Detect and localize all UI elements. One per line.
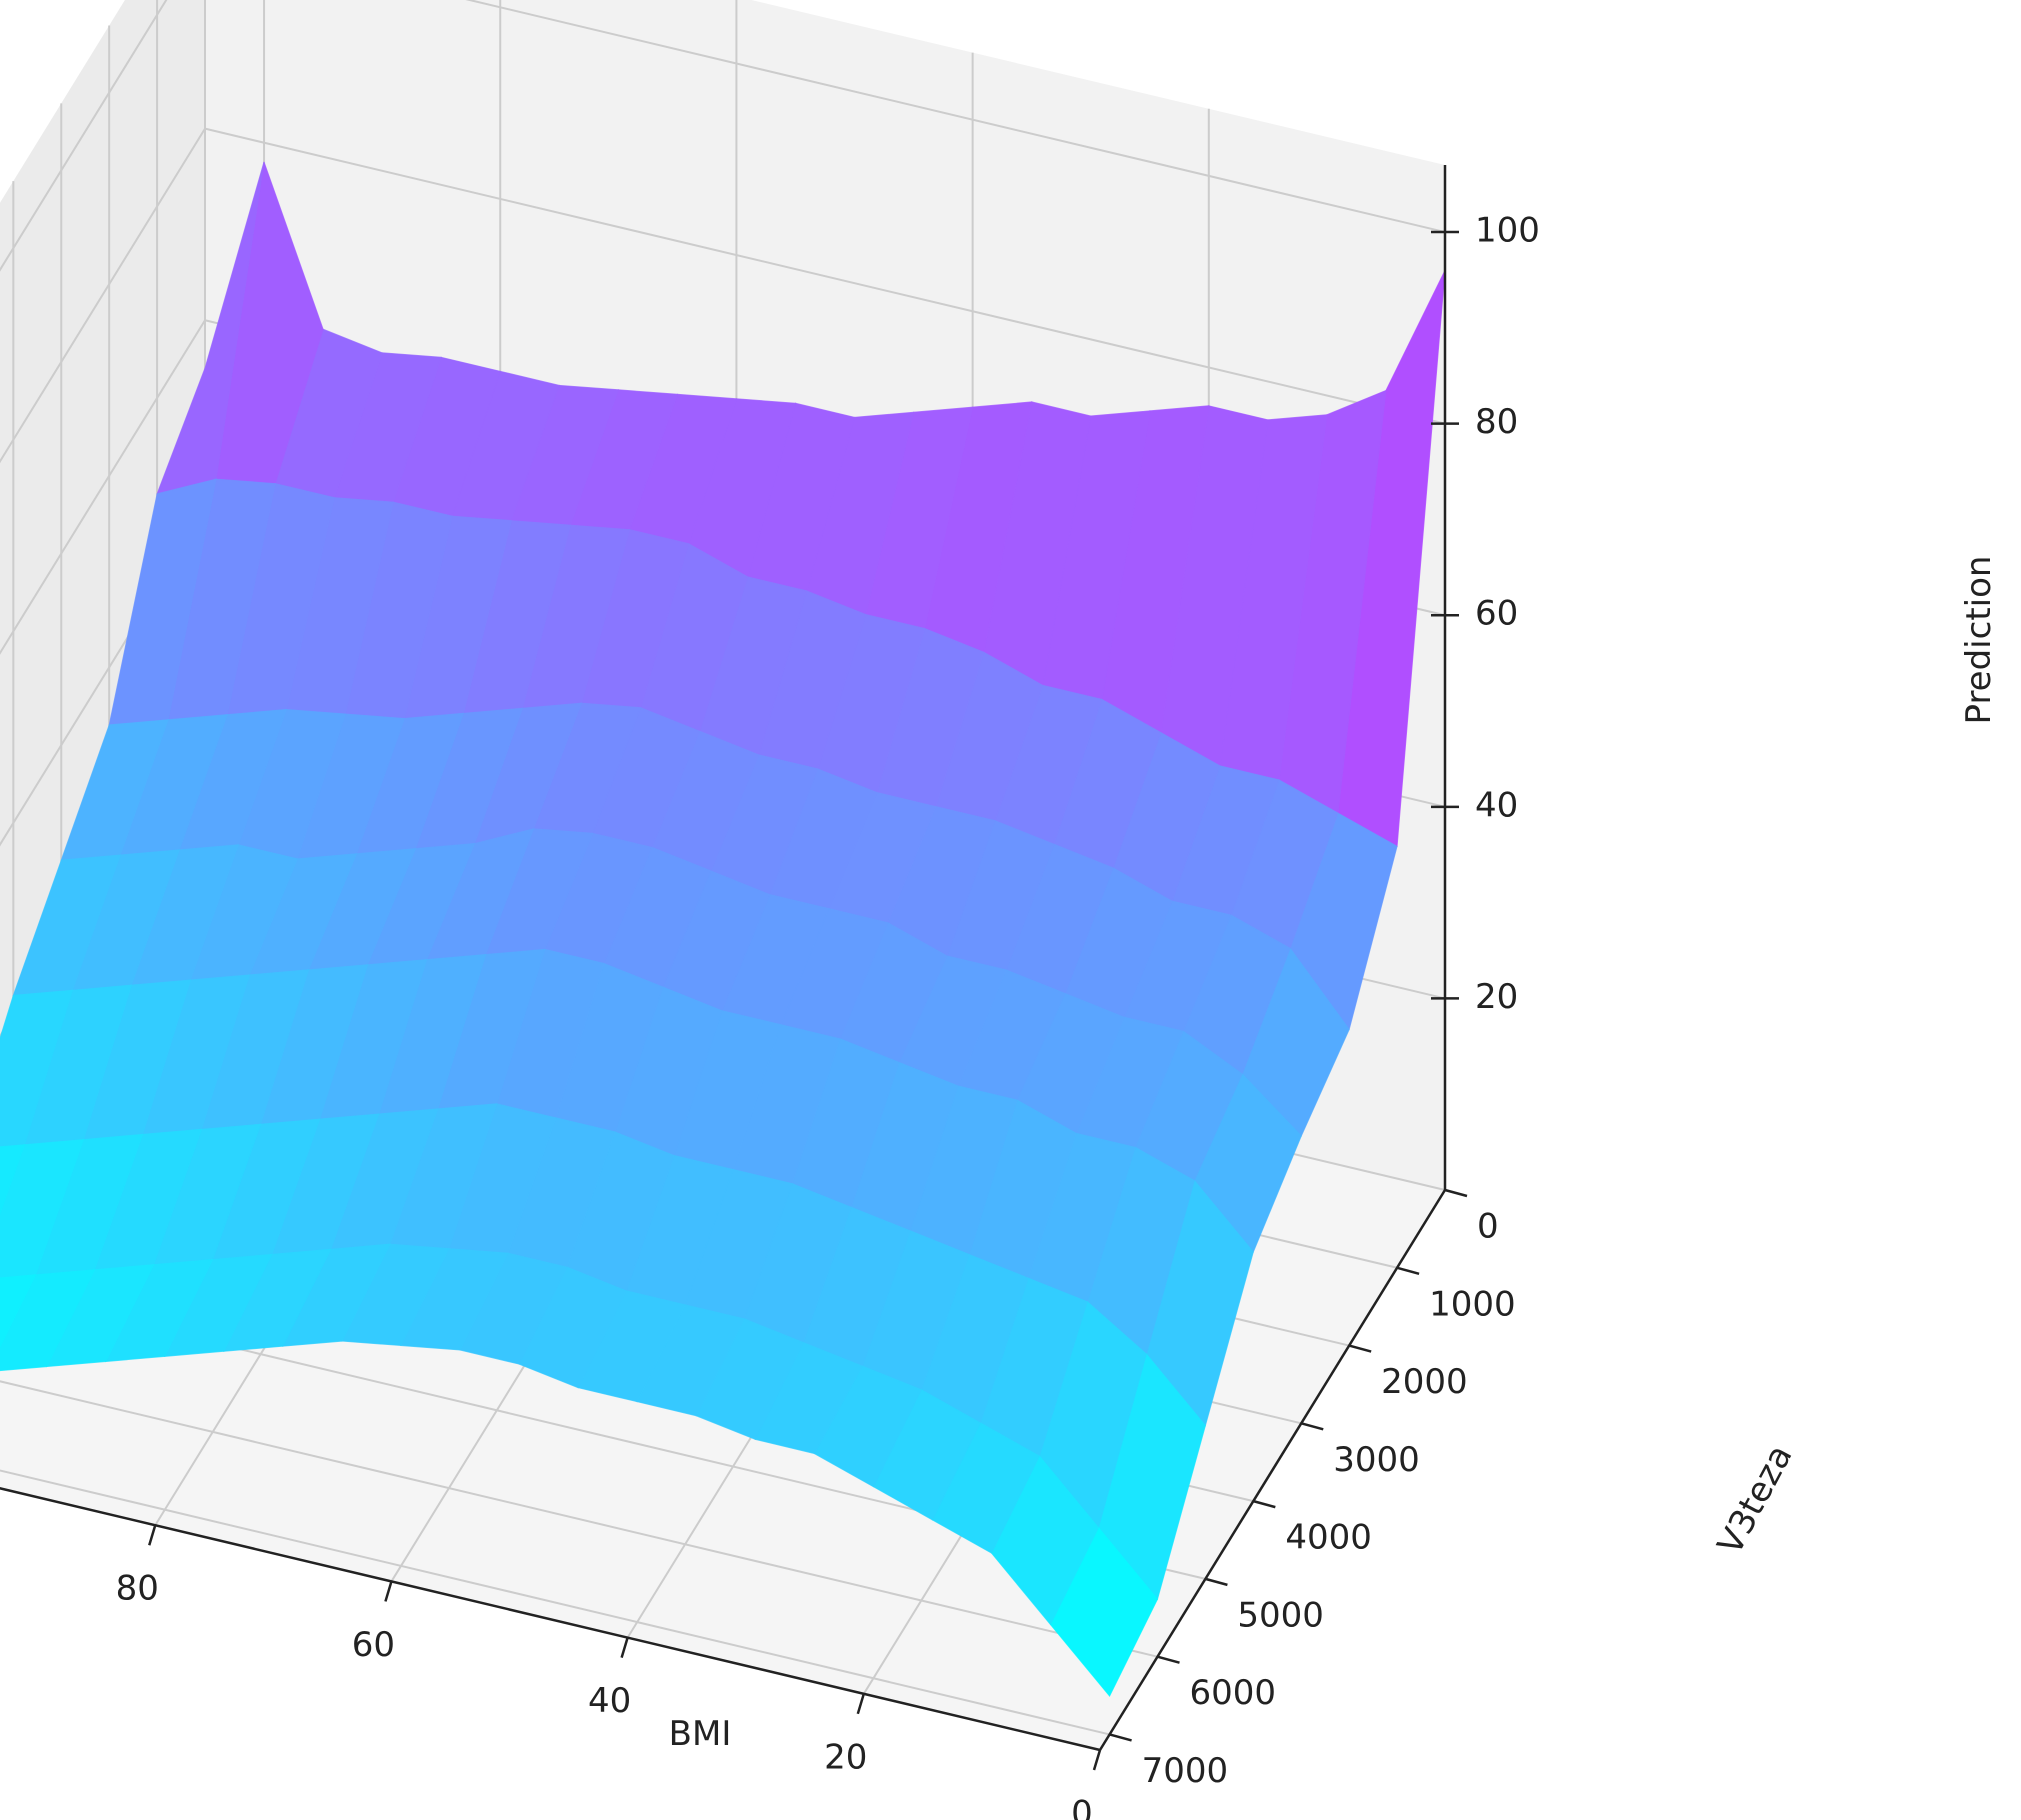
v3teza-tick-mark — [1205, 1577, 1228, 1587]
bmi-tick-label: 80 — [116, 1569, 159, 1609]
v3teza-tick-label: 7000 — [1142, 1751, 1229, 1791]
surface-cell — [0, 1269, 96, 1372]
v3teza-tick-mark — [1444, 1188, 1468, 1198]
v3teza-tick-mark — [1348, 1344, 1372, 1353]
floor-gridline-v3teza — [0, 1380, 1158, 1658]
tick-labels: 1008060402000100020003000400050006000700… — [116, 211, 1540, 1820]
v3teza-tick-mark — [1109, 1733, 1132, 1742]
bmi-tick-label: 20 — [824, 1737, 867, 1777]
bmi-tick-mark — [620, 1637, 629, 1658]
y-axis-label: V3teza — [1710, 1438, 1801, 1561]
v3teza-tick-label: 3000 — [1333, 1440, 1420, 1480]
v3teza-tick-label: 1000 — [1429, 1284, 1516, 1324]
bmi-tick-label: 0 — [1071, 1794, 1093, 1820]
prediction-surface — [0, 161, 1446, 1698]
side-gridline-prediction — [0, 128, 206, 464]
v3teza-tick-mark — [1253, 1499, 1276, 1509]
back-gridline-prediction — [204, 127, 1446, 425]
axis-lines — [0, 165, 1468, 1771]
bmi-tick-mark — [856, 1693, 866, 1715]
bmi-tick-label: 40 — [588, 1681, 631, 1721]
bmi-tick-mark — [148, 1524, 157, 1546]
side-gridline-prediction — [0, 319, 206, 655]
prediction-tick-label: 80 — [1475, 402, 1518, 442]
surface-cell — [0, 1144, 26, 1216]
v3teza-tick-label: 4000 — [1285, 1518, 1372, 1558]
bmi-tick-mark — [384, 1581, 393, 1602]
v3teza-tick-label: 5000 — [1237, 1595, 1324, 1635]
v3teza-tick-mark — [1300, 1422, 1324, 1431]
back-gridline-prediction — [465, 0, 1446, 234]
prediction-tick-label: 60 — [1475, 594, 1518, 634]
bmi-tick-mark — [1092, 1749, 1102, 1771]
prediction-tick-label: 100 — [1475, 211, 1540, 251]
z-axis-label: Prediction — [1959, 556, 1999, 725]
prediction-tick-label: 20 — [1475, 977, 1518, 1017]
v3teza-tick-mark — [1396, 1266, 1420, 1275]
x-axis-label: BMI — [669, 1714, 732, 1754]
v3teza-tick-label: 6000 — [1190, 1673, 1277, 1713]
side-gridline-prediction — [0, 0, 168, 272]
surface-cell — [0, 1139, 85, 1279]
prediction-tick-label: 40 — [1475, 785, 1518, 825]
surface-cell — [0, 989, 74, 1148]
floor-gridline-v3teza — [0, 1469, 1110, 1736]
bmi-tick-label: 60 — [352, 1625, 395, 1665]
bmi-axis-line — [0, 1487, 1101, 1752]
surface-cell — [0, 1274, 37, 1348]
v3teza-tick-label: 2000 — [1381, 1362, 1468, 1402]
v3teza-tick-mark — [1157, 1655, 1180, 1664]
v3teza-tick-label: 0 — [1477, 1207, 1499, 1247]
